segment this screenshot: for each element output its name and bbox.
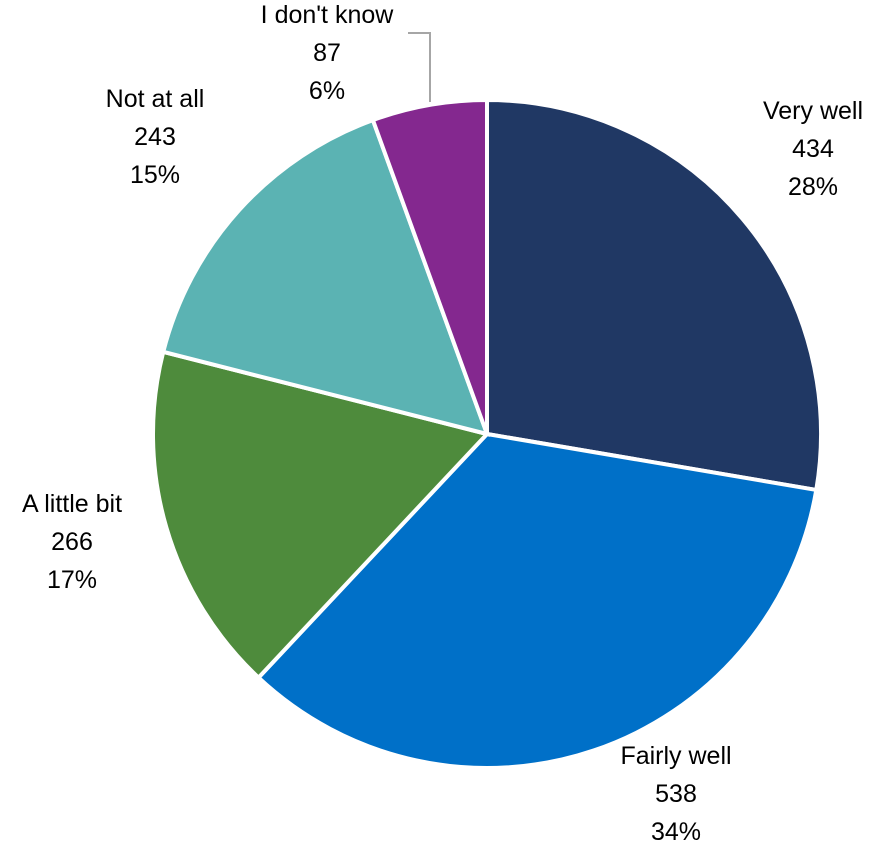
pie-slice-i-don-t-know	[370, 97, 489, 435]
data-label-a-little-bit: A little bit 266 17%	[22, 490, 122, 594]
data-label-percent: 6%	[309, 77, 345, 105]
data-labels: Very well 434 28% Fairly well 538 34% A little…	[22, 1, 863, 846]
pie-slices	[151, 97, 823, 770]
pie-slice-very-well	[485, 97, 823, 493]
data-label-value: 87	[313, 39, 341, 67]
pie-slice-not-at-all	[160, 117, 491, 437]
data-label-label: Very well	[763, 97, 863, 125]
data-label-value: 266	[51, 528, 93, 556]
pie-slice-a-little-bit	[151, 349, 491, 681]
data-label-value: 434	[792, 135, 834, 163]
pie-slice-fairly-well	[255, 431, 819, 770]
data-label-value: 538	[655, 780, 697, 808]
data-label-not-at-all: Not at all 243 15%	[106, 85, 205, 189]
leader-line-i-don-t-know	[408, 32, 431, 102]
data-label-percent: 15%	[130, 161, 180, 189]
data-label-label: Not at all	[106, 85, 205, 113]
data-label-value: 243	[134, 123, 176, 151]
data-label-fairly-well: Fairly well 538 34%	[620, 742, 731, 846]
data-label-percent: 28%	[788, 173, 838, 201]
data-label-i-don-t-know: I don't know 87 6%	[261, 1, 395, 105]
data-label-label: Fairly well	[620, 742, 731, 770]
data-label-percent: 34%	[651, 818, 701, 846]
data-label-percent: 17%	[47, 566, 97, 594]
leader-lines	[408, 32, 431, 102]
data-label-very-well: Very well 434 28%	[763, 97, 863, 201]
data-label-label: A little bit	[22, 490, 122, 518]
data-label-label: I don't know	[261, 1, 395, 29]
